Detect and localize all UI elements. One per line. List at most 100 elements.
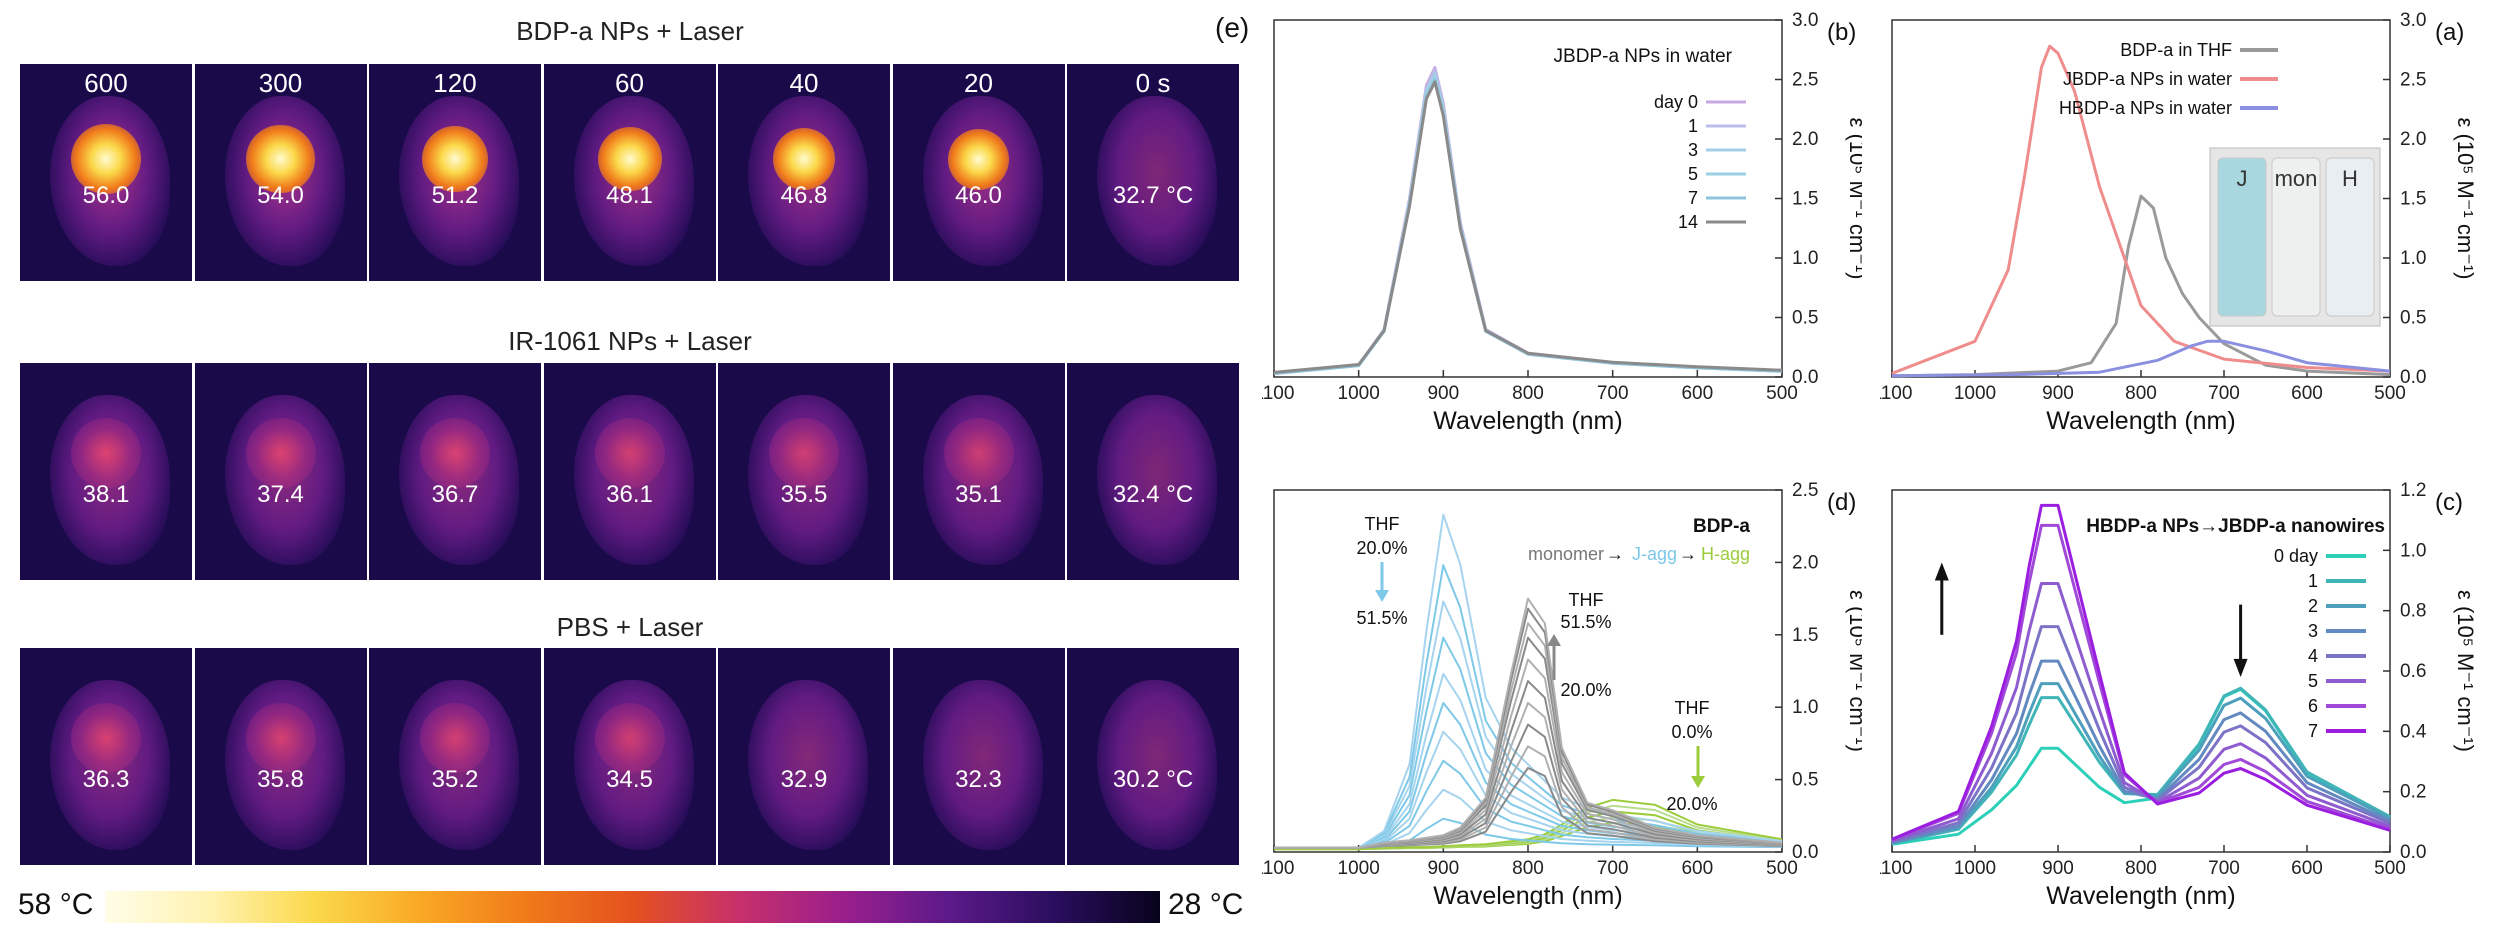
legend-title: JBDP-a NPs in water <box>1554 46 1733 67</box>
y-tick-label: 0.4 <box>2400 721 2427 742</box>
chart-panel-d: 500 600 700 800 900 1000 1100 0.0 0.5 1.0 1.5 2.0 2.… <box>1262 480 1862 910</box>
thermal-image: 30.2 °C <box>1067 648 1239 865</box>
legend-label: 7 <box>2308 721 2318 741</box>
arrow-head <box>1691 776 1705 788</box>
legend-chain-arrow: → <box>1679 544 1697 564</box>
legend-label: 0 day <box>2274 546 2318 566</box>
hot-spot <box>71 124 141 194</box>
spectrum-line <box>1891 339 2391 378</box>
y-tick-label: 2.5 <box>1792 480 1818 501</box>
x-tick-label: 900 <box>1427 858 1459 879</box>
temperature-label: 46.0 <box>955 182 1002 209</box>
y-tick-label: 2.0 <box>2400 129 2426 150</box>
y-axis-label: ε (10⁵ M⁻¹ cm⁻¹) <box>1845 118 1862 280</box>
legend-label: HBDP-a NPs in water <box>2059 98 2232 118</box>
spectrum-line <box>1891 503 2391 841</box>
x-tick-label: 1000 <box>1338 858 1380 879</box>
legend-label: 6 <box>2308 696 2318 716</box>
temperature-label: 34.5 <box>606 766 653 793</box>
plot-frame <box>1273 19 1783 378</box>
y-tick-label: 3.0 <box>1792 10 1818 31</box>
cuvette <box>2271 157 2321 317</box>
temperature-label: 51.2 <box>431 182 479 209</box>
legend-label: 4 <box>2308 646 2318 666</box>
mouse-silhouette <box>922 680 1043 850</box>
time-label: 60 <box>615 68 644 98</box>
temperature-label: 35.8 <box>257 766 304 793</box>
spectrum-line <box>1273 80 1783 374</box>
temperature-label: 37.4 <box>257 481 304 508</box>
thermal-image: 300 54.0 <box>194 64 367 281</box>
legend-chain-label: H-agg <box>1701 544 1750 564</box>
arrow-head <box>1375 590 1389 602</box>
legend-label: 3 <box>1688 140 1698 160</box>
annotation-text: 20.0% <box>1356 538 1407 558</box>
y-tick-label: 1.0 <box>1792 248 1818 269</box>
y-tick-label: 0.2 <box>2400 782 2426 803</box>
x-tick-label: 1100 <box>1262 858 1294 879</box>
legend-label: BDP-a in THF <box>2120 40 2232 60</box>
x-axis-label: Wavelength (nm) <box>1433 882 1622 910</box>
y-axis-label: ε (10⁵ M⁻¹ cm⁻¹) <box>2453 590 2478 752</box>
x-tick-label: 600 <box>1681 383 1713 404</box>
panel-label: (b) <box>1827 19 1856 46</box>
spectrum-line <box>1891 625 2391 844</box>
spectrum-line <box>1273 75 1783 375</box>
spectrum-line <box>1274 759 1783 849</box>
warm-spot <box>943 418 1014 488</box>
y-tick-label: 1.0 <box>2400 540 2426 561</box>
warm-spot <box>420 703 490 773</box>
cuvette-label: H <box>2342 166 2358 191</box>
y-tick-label: 0.5 <box>1792 308 1818 329</box>
spectrum-line <box>1274 636 1783 849</box>
spectrum-line <box>1891 44 2391 375</box>
legend-label: 14 <box>1678 212 1698 232</box>
x-tick-label: 1000 <box>1954 858 1996 879</box>
legend-title: BDP-a <box>1693 516 1750 537</box>
thermal-image: 40 46.8 <box>718 64 890 281</box>
y-tick-label: 0.5 <box>1792 770 1818 791</box>
chart-panel-b: 500 600 700 800 900 1000 1100 0.0 0.5 1.0 1.5 2.0 2.… <box>1262 10 1862 435</box>
legend-chain-label: monomer <box>1528 544 1604 564</box>
thermal-image: 35.2 <box>369 648 541 865</box>
thermal-image: 35.5 <box>718 363 890 580</box>
hot-spot <box>948 128 1009 190</box>
y-tick-label: 0.0 <box>2400 367 2426 388</box>
temperature-label: 56.0 <box>82 182 130 209</box>
spectrum-line <box>1274 730 1783 849</box>
temperature-label: 32.9 <box>780 766 828 793</box>
spectrum-line <box>1891 659 2391 844</box>
legend-label: 2 <box>2308 596 2318 616</box>
x-tick-label: 900 <box>2042 383 2074 404</box>
legend-chain-label: J-agg <box>1632 544 1677 564</box>
y-tick-label: 0.0 <box>2400 842 2426 863</box>
panel-label-e: (e) <box>1215 12 1250 43</box>
x-tick-label: 1100 <box>1880 383 1912 404</box>
y-tick-label: 1.2 <box>2400 480 2426 501</box>
y-tick-label: 0.0 <box>1792 367 1818 388</box>
cuvette <box>2325 157 2375 317</box>
thermal-image: 60 48.1 <box>543 64 716 281</box>
mouse-silhouette <box>748 680 868 850</box>
cuvette <box>2217 157 2267 317</box>
spectrum-line <box>1273 72 1783 375</box>
mouse-silhouette <box>1097 680 1217 850</box>
thermal-image: 20 46.0 <box>892 64 1065 281</box>
warm-spot <box>245 703 316 773</box>
legend-label: 1 <box>2308 571 2318 591</box>
x-axis-label: Wavelength (nm) <box>1433 407 1622 435</box>
temperature-label: 35.5 <box>780 481 828 508</box>
thermal-image: 32.9 <box>718 648 890 865</box>
x-axis-label: Wavelength (nm) <box>2046 882 2235 910</box>
thermal-image: 36.1 <box>543 363 716 580</box>
y-tick-label: 0.0 <box>1792 842 1818 863</box>
annotation-text: 20.0% <box>1666 794 1717 814</box>
legend-label: 1 <box>1688 116 1698 136</box>
thermal-image: 34.5 <box>543 648 716 865</box>
x-tick-label: 700 <box>1597 383 1629 404</box>
spectrum-line <box>1274 788 1783 849</box>
x-tick-label: 1100 <box>1880 858 1912 879</box>
warm-spot <box>769 418 839 488</box>
spectrum-line <box>1273 78 1783 376</box>
row-title-bdp: BDP-a NPs + Laser <box>516 16 744 46</box>
